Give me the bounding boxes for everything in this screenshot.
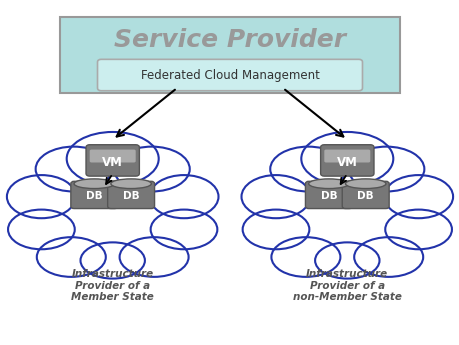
FancyBboxPatch shape [107, 181, 154, 208]
FancyBboxPatch shape [90, 150, 135, 162]
FancyBboxPatch shape [341, 181, 388, 208]
Ellipse shape [271, 237, 340, 277]
Ellipse shape [345, 179, 385, 188]
Ellipse shape [7, 175, 76, 218]
Text: DB: DB [357, 191, 373, 201]
Text: DB: DB [86, 191, 102, 201]
Ellipse shape [385, 209, 451, 249]
Ellipse shape [241, 175, 310, 218]
Text: DB: DB [320, 191, 336, 201]
Ellipse shape [37, 237, 106, 277]
Ellipse shape [383, 175, 452, 218]
FancyBboxPatch shape [324, 150, 369, 162]
Ellipse shape [301, 132, 392, 186]
Text: Infrastructure
Provider of a
non-Member State: Infrastructure Provider of a non-Member … [292, 269, 401, 302]
Text: Infrastructure
Provider of a
Member State: Infrastructure Provider of a Member Stat… [71, 269, 154, 302]
Ellipse shape [80, 242, 145, 279]
Text: Federated Cloud Management: Federated Cloud Management [140, 69, 319, 82]
Text: VM: VM [102, 156, 123, 169]
Text: Service Provider: Service Provider [114, 28, 345, 52]
Ellipse shape [151, 209, 217, 249]
FancyBboxPatch shape [60, 17, 399, 93]
Text: DB: DB [123, 191, 139, 201]
Ellipse shape [111, 179, 151, 188]
FancyBboxPatch shape [86, 145, 139, 176]
FancyBboxPatch shape [320, 145, 373, 176]
Ellipse shape [308, 179, 348, 188]
Ellipse shape [74, 179, 114, 188]
Ellipse shape [8, 209, 74, 249]
Ellipse shape [242, 209, 308, 249]
Ellipse shape [149, 175, 218, 218]
Ellipse shape [119, 237, 188, 277]
Ellipse shape [347, 147, 423, 191]
Ellipse shape [67, 132, 158, 186]
Ellipse shape [353, 237, 422, 277]
Text: VM: VM [336, 156, 357, 169]
Ellipse shape [114, 147, 190, 191]
FancyBboxPatch shape [97, 59, 362, 91]
Ellipse shape [314, 242, 379, 279]
Ellipse shape [270, 147, 346, 191]
FancyBboxPatch shape [71, 181, 118, 208]
FancyBboxPatch shape [305, 181, 352, 208]
Ellipse shape [35, 147, 112, 191]
